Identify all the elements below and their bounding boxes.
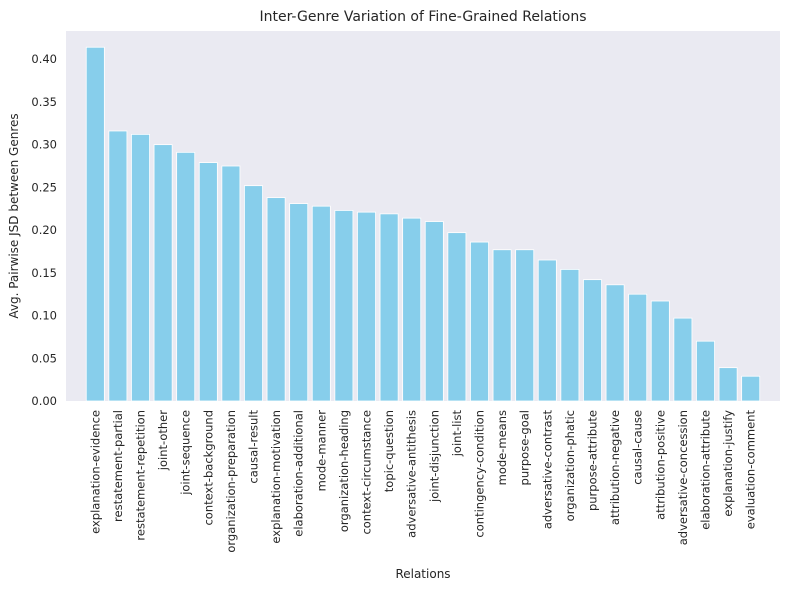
bar-elaboration-attribute (696, 340, 715, 402)
x-axis-title: Relations (395, 567, 450, 581)
bar-joint-other (153, 144, 173, 402)
y-axis-title: Avg. Pairwise JSD between Genres (7, 113, 21, 318)
bar-organization-phatic (560, 269, 580, 402)
y-tick-label: 0.10 (31, 309, 57, 323)
y-tick-label: 0.05 (31, 351, 57, 365)
x-tick-label: joint-other (156, 410, 170, 471)
y-tick-label: 0.15 (31, 266, 57, 280)
x-tick-label: joint-disjunction (427, 410, 441, 503)
x-tick-label: elaboration-additional (292, 410, 306, 537)
x-tick-label: elaboration-attribute (699, 410, 713, 530)
bar-adversative-concession (673, 317, 693, 402)
x-tick-label: adversative-concession (676, 410, 690, 545)
y-tick-label: 0.30 (31, 138, 57, 152)
bar-purpose-attribute (583, 279, 602, 402)
bar-joint-sequence (176, 151, 196, 402)
plot-area (66, 31, 780, 401)
bar-causal-cause (628, 293, 648, 402)
x-tick-label: mode-manner (314, 410, 328, 492)
x-tick-label: organization-heading (337, 410, 351, 532)
bar-causal-result (244, 185, 263, 402)
bar-topic-question (379, 213, 399, 402)
bar-purpose-goal (515, 249, 535, 402)
bar-context-circumstance (357, 211, 376, 402)
x-tick-label: attribution-negative (608, 410, 622, 525)
bar-mode-manner (311, 205, 331, 402)
x-tick-label: adversative-antithesis (405, 410, 419, 538)
bar-evaluation-comment (741, 375, 761, 402)
x-tick-label: joint-sequence (179, 410, 193, 496)
x-tick-label: topic-question (382, 410, 396, 492)
y-tick-label: 0.25 (31, 180, 57, 194)
bar-joint-list (447, 232, 467, 402)
bar-adversative-contrast (537, 259, 557, 402)
x-tick-label: contingency-condition (473, 410, 487, 538)
x-tick-label: causal-cause (631, 410, 645, 485)
bars-group (85, 46, 761, 402)
y-tick-label: 0.20 (31, 223, 57, 237)
x-tick-label: joint-list (450, 410, 464, 458)
x-tick-label: context-background (201, 410, 215, 526)
bar-attribution-negative (605, 284, 625, 402)
bar-contingency-condition (470, 241, 489, 402)
x-tick-label: organization-phatic (563, 410, 577, 521)
bar-mode-means (492, 249, 512, 402)
x-tick-label: mode-means (495, 410, 509, 485)
x-tick-label: causal-result (247, 410, 261, 484)
y-axis: 0.00 0.05 0.10 0.15 0.20 0.25 0.30 0.35 0.40 (31, 52, 57, 408)
bar-explanation-justify (718, 367, 738, 402)
x-tick-label: explanation-justify (721, 410, 735, 517)
x-tick-label: explanation-evidence (88, 410, 102, 534)
bar-organization-heading (334, 210, 354, 402)
x-tick-label: explanation-motivation (269, 410, 283, 544)
x-tick-label: context-circumstance (360, 410, 374, 535)
y-tick-label: 0.00 (31, 394, 57, 408)
x-tick-label: restatement-repetition (134, 410, 148, 541)
x-tick-label: organization-preparation (224, 410, 238, 553)
bar-elaboration-additional (289, 203, 309, 402)
bar-restatement-partial (108, 130, 128, 402)
x-tick-label: adversative-contrast (540, 410, 554, 530)
bar-explanation-evidence (85, 46, 105, 402)
x-axis: explanation-evidence restatement-partial r… (88, 410, 757, 553)
bar-restatement-repetition (131, 133, 150, 402)
x-tick-label: purpose-goal (518, 410, 532, 485)
x-tick-label: purpose-attribute (586, 410, 600, 511)
bar-explanation-motivation (266, 197, 286, 402)
y-tick-label: 0.35 (31, 95, 57, 109)
bar-context-background (198, 162, 218, 402)
bar-organization-preparation (221, 165, 241, 402)
chart-title: Inter-Genre Variation of Fine-Grained Re… (259, 9, 586, 25)
x-tick-label: restatement-partial (111, 410, 125, 522)
x-tick-label: attribution-positive (653, 410, 667, 520)
y-tick-label: 0.40 (31, 52, 57, 66)
bar-joint-disjunction (424, 221, 444, 402)
bar-adversative-antithesis (402, 217, 422, 402)
bar-attribution-positive (650, 300, 670, 402)
x-tick-label: evaluation-comment (744, 410, 758, 530)
